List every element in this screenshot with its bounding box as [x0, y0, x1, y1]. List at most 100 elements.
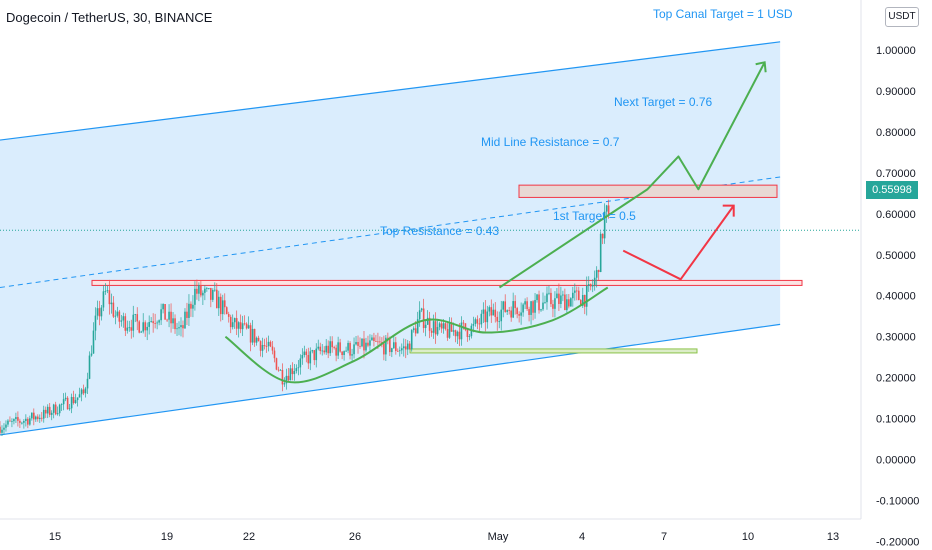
- candle-body: [309, 351, 312, 364]
- candle-body: [343, 351, 345, 355]
- y-tick-label: 0.30000: [876, 332, 916, 344]
- candle-body: [516, 308, 518, 315]
- support-zone-box[interactable]: [409, 348, 698, 354]
- candle-body: [90, 353, 93, 356]
- channel-upper-line[interactable]: [0, 41, 781, 141]
- candle-body: [210, 288, 212, 300]
- time-axis[interactable]: 15 19 22 26 May 4 7 10 13: [49, 531, 839, 543]
- candles: [0, 199, 610, 437]
- candle-body: [432, 321, 435, 333]
- candle-body: [532, 301, 534, 313]
- y-tick-label: 1.00000: [876, 45, 916, 57]
- y-tick-label: 0.00000: [876, 455, 916, 467]
- candle-body: [3, 427, 5, 430]
- candle-body: [122, 316, 125, 321]
- red-projection-arrow[interactable]: [622, 205, 735, 281]
- candle-body: [33, 412, 35, 420]
- candle-body: [450, 322, 453, 332]
- candle-body: [291, 368, 294, 375]
- candle-body: [265, 346, 268, 347]
- mid-line-resistance-label[interactable]: Mid Line Resistance = 0.7: [481, 135, 620, 149]
- candle-body: [190, 303, 192, 309]
- candle-body: [231, 322, 234, 328]
- candle-body: [76, 397, 79, 401]
- candle-body: [500, 309, 503, 322]
- candle-body: [418, 310, 421, 320]
- candle-body: [558, 293, 560, 304]
- candle-body: [389, 338, 391, 353]
- first-target-label[interactable]: 1st Target = 0.5: [553, 209, 636, 223]
- candle-body: [62, 399, 65, 405]
- price-axis[interactable]: 1.00000 0.90000 0.80000 0.70000 0.60000 0.500…: [876, 45, 919, 548]
- candle-body: [162, 304, 164, 310]
- candle-body: [287, 375, 290, 381]
- x-tick-label: 4: [579, 531, 585, 543]
- candle-body: [566, 299, 568, 311]
- candle-body: [257, 337, 260, 342]
- candle-body: [488, 307, 491, 312]
- top-resistance-box[interactable]: [91, 279, 803, 286]
- candle-body: [186, 311, 188, 318]
- next-target-label[interactable]: Next Target = 0.76: [614, 95, 713, 109]
- top-canal-target-label[interactable]: Top Canal Target = 1 USD: [653, 7, 793, 21]
- y-tick-label: 0.60000: [876, 209, 916, 221]
- candle-body: [333, 347, 335, 348]
- candle-body: [146, 326, 148, 331]
- y-tick-label: -0.10000: [876, 495, 919, 507]
- candle-body: [595, 270, 598, 278]
- candle-body: [152, 321, 154, 324]
- candle-body: [42, 409, 45, 419]
- candle-body: [420, 308, 423, 311]
- candle-body: [570, 298, 572, 307]
- candle-body: [564, 294, 566, 311]
- candle-body: [534, 300, 536, 313]
- candle-body: [536, 294, 538, 301]
- candle-body: [216, 289, 218, 309]
- cup-curve[interactable]: [224, 286, 609, 384]
- candle-body: [174, 318, 176, 330]
- candle-body: [307, 354, 310, 364]
- candle-body: [124, 316, 127, 331]
- candle-body: [170, 311, 172, 324]
- candle-body: [277, 369, 280, 371]
- candle-body: [436, 327, 439, 335]
- candle-body: [574, 290, 576, 293]
- candle-body: [605, 205, 608, 212]
- candle-body: [202, 292, 204, 296]
- candle-body: [528, 309, 530, 315]
- candle-body: [514, 301, 516, 309]
- candle-body: [194, 288, 196, 305]
- candle-body: [178, 327, 180, 329]
- candle-body: [108, 290, 111, 305]
- candle-body: [229, 316, 232, 328]
- candle-body: [206, 288, 208, 289]
- x-tick-label: 15: [49, 531, 61, 543]
- mid-line-resistance-box[interactable]: [518, 184, 778, 198]
- candle-body: [154, 323, 156, 324]
- x-tick-label: 26: [349, 531, 361, 543]
- candle-body: [247, 325, 250, 329]
- green-projection-arrow[interactable]: [498, 61, 766, 289]
- candle-body: [375, 340, 377, 342]
- candle-body: [327, 345, 329, 354]
- currency-button[interactable]: USDT: [885, 7, 919, 27]
- candle-body: [158, 320, 160, 323]
- candle-body: [160, 309, 162, 321]
- candle-body: [74, 400, 77, 404]
- candle-body: [398, 350, 401, 352]
- candle-body: [345, 350, 347, 352]
- candle-body: [387, 337, 389, 339]
- channel-lower-line[interactable]: [0, 323, 781, 436]
- candle-body: [341, 351, 343, 355]
- candle-body: [383, 343, 385, 355]
- candle-body: [38, 417, 41, 420]
- candle-body: [518, 314, 520, 316]
- candle-body: [118, 311, 121, 322]
- candle-body: [273, 350, 276, 359]
- candle-body: [462, 322, 465, 324]
- candle-body: [562, 294, 564, 296]
- x-tick-label: 10: [742, 531, 754, 543]
- candle-body: [44, 409, 47, 414]
- top-resistance-label[interactable]: Top Resistance = 0.43: [380, 224, 499, 238]
